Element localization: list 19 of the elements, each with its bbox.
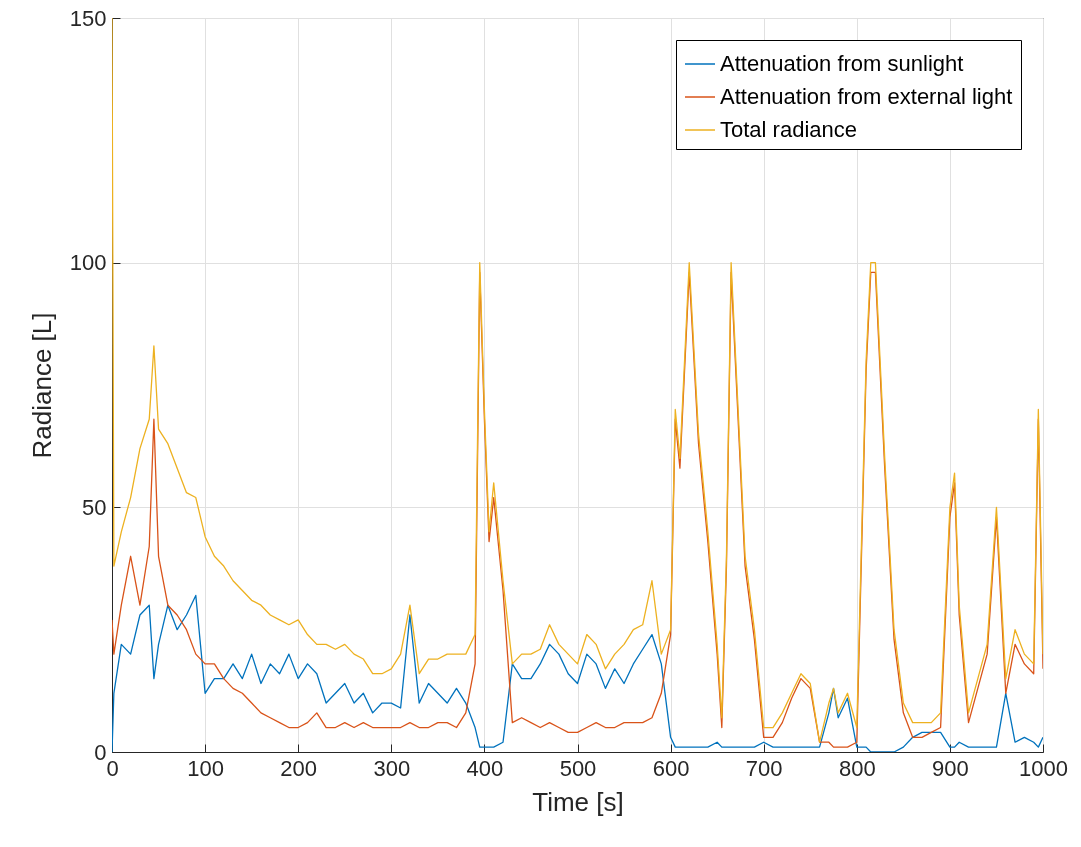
x-tick-label: 900: [932, 755, 969, 781]
x-tick-label: 1000: [1019, 755, 1068, 781]
x-tick-label: 700: [745, 755, 783, 781]
y-tick-label: 0: [94, 739, 107, 765]
x-tick-label: 300: [373, 755, 411, 781]
x-tick-label: 500: [559, 755, 597, 781]
x-tick-label: 600: [652, 755, 690, 781]
x-tick-label: 100: [187, 755, 224, 781]
legend-label: Attenuation from sunlight: [720, 51, 964, 76]
y-axis-title: Radiance [L]: [26, 312, 57, 459]
y-tick-label: 50: [82, 494, 107, 520]
legend-label: Total radiance: [720, 117, 857, 142]
x-tick-label: 800: [838, 755, 876, 781]
y-tick-label: 100: [69, 250, 107, 276]
x-axis-title: Time [s]: [532, 786, 624, 817]
x-tick-label: 200: [280, 755, 318, 781]
x-tick-label: 400: [466, 755, 504, 781]
y-tick-label: 150: [69, 5, 107, 31]
legend-label: Attenuation from external light: [720, 84, 1013, 109]
